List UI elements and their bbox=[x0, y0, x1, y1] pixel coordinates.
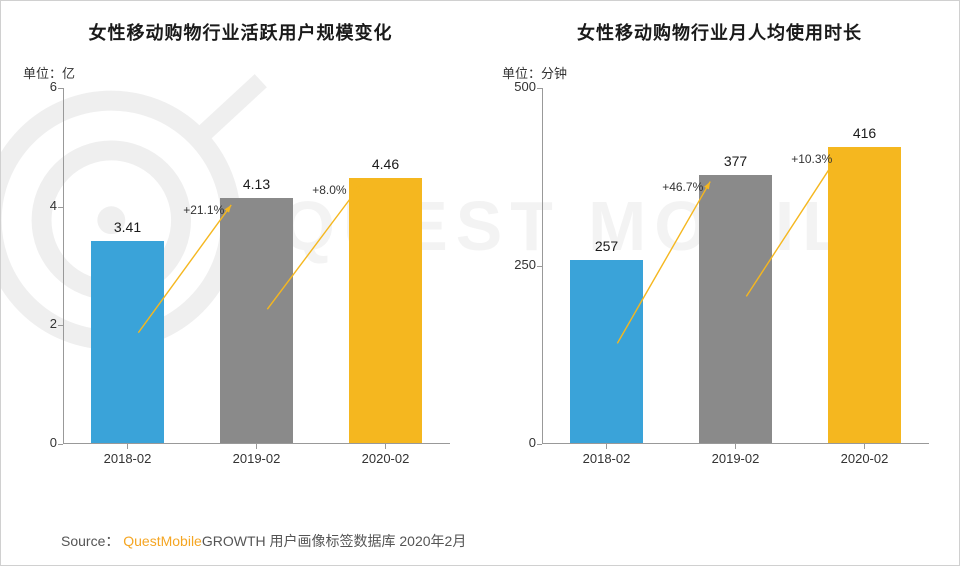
y-tick-label: 250 bbox=[514, 257, 536, 272]
growth-label: +21.1% bbox=[183, 203, 224, 217]
bar: 257 bbox=[570, 260, 642, 443]
growth-label: +10.3% bbox=[791, 152, 832, 166]
x-tick-label: 2020-02 bbox=[362, 451, 410, 466]
bar: 3.41 bbox=[91, 241, 163, 443]
unit-label: 单位：分钟 bbox=[502, 63, 937, 82]
bar-value-label: 416 bbox=[828, 125, 900, 141]
panel-left: 女性移动购物行业活跃用户规模变化 单位：亿 0 2 4 6 2018-02 3.41 201… bbox=[1, 1, 480, 511]
bar: 4.46 bbox=[349, 178, 421, 443]
y-tick-label: 6 bbox=[50, 79, 57, 94]
x-tick-label: 2018-02 bbox=[104, 451, 152, 466]
x-tick-label: 2019-02 bbox=[712, 451, 760, 466]
unit-label: 单位：亿 bbox=[23, 63, 458, 82]
plot-area: 02505002018-022572019-023772020-02416+46… bbox=[502, 88, 937, 468]
x-tick-label: 2020-02 bbox=[841, 451, 889, 466]
growth-label: +46.7% bbox=[662, 180, 703, 194]
y-tick-label: 0 bbox=[50, 435, 57, 450]
plot-area: 02462018-023.412019-024.132020-024.46+21… bbox=[23, 88, 458, 468]
unit-value: 分钟 bbox=[541, 66, 567, 81]
y-tick-label: 2 bbox=[50, 316, 57, 331]
bar-value-label: 4.46 bbox=[349, 156, 421, 172]
charts-row: 女性移动购物行业活跃用户规模变化 单位：亿 0 2 4 6 2018-02 3.41 201… bbox=[1, 1, 959, 511]
chart-container: QUEST MOBILE 女性移动购物行业活跃用户规模变化 单位：亿 02462… bbox=[0, 0, 960, 566]
source-brand: QuestMobile bbox=[123, 533, 202, 549]
source-prefix: Source： bbox=[61, 533, 119, 549]
y-tick-label: 500 bbox=[514, 79, 536, 94]
unit-value: 亿 bbox=[62, 66, 75, 81]
x-tick-label: 2018-02 bbox=[583, 451, 631, 466]
bar: 377 bbox=[699, 175, 771, 443]
bar-value-label: 3.41 bbox=[91, 219, 163, 235]
bar-value-label: 377 bbox=[699, 153, 771, 169]
y-tick-label: 0 bbox=[529, 435, 536, 450]
source-line: Source： QuestMobileGROWTH 用户画像标签数据库 2020… bbox=[61, 531, 466, 551]
bar: 416 bbox=[828, 147, 900, 443]
bar-value-label: 4.13 bbox=[220, 176, 292, 192]
panel-right: 女性移动购物行业月人均使用时长 单位：分钟 0 250 500 2018-02 257 2… bbox=[480, 1, 959, 511]
y-tick-label: 4 bbox=[50, 198, 57, 213]
chart-title: 女性移动购物行业活跃用户规模变化 bbox=[23, 19, 458, 45]
growth-label: +8.0% bbox=[312, 183, 346, 197]
x-tick-label: 2019-02 bbox=[233, 451, 281, 466]
chart-title: 女性移动购物行业月人均使用时长 bbox=[502, 19, 937, 45]
bar-value-label: 257 bbox=[570, 238, 642, 254]
bar: 4.13 bbox=[220, 198, 292, 443]
source-suffix: GROWTH 用户画像标签数据库 2020年2月 bbox=[202, 533, 466, 549]
